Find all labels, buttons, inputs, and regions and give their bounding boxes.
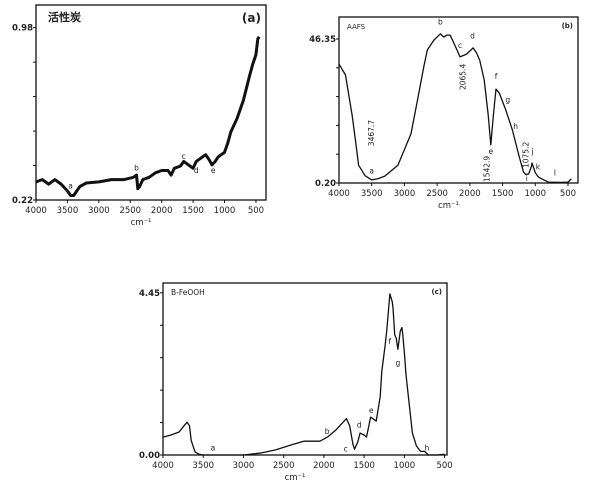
peak-label: h <box>425 444 430 453</box>
peak-label: g <box>505 95 510 104</box>
peak-label: c <box>458 41 462 50</box>
chart-a-activated-carbon: 4000 3500 3000 2500 2000 1500 1000 500 0.22 0.98 c… <box>12 4 267 228</box>
x-tick-label: 3000 <box>88 206 110 216</box>
x-tick-label: 500 <box>248 206 264 216</box>
chart-title: B-FeOOH <box>171 288 205 297</box>
spectrum-line <box>338 33 572 184</box>
panel-label: (c) <box>431 288 442 296</box>
panel-label: (b) <box>562 22 573 30</box>
x-tick-label: 2000 <box>151 206 173 216</box>
x-tick-label: 1500 <box>353 461 375 471</box>
peak-label: c <box>344 444 348 453</box>
peak-label: a <box>211 444 216 453</box>
chart-b-aafs: 4000 3500 3000 2500 2000 1500 1000 500 0.20 46.35… <box>309 16 579 211</box>
x-tick-label: 500 <box>436 461 452 471</box>
panel-label: (a) <box>242 11 261 25</box>
x-axis-label: cm⁻¹ <box>438 201 459 211</box>
x-tick-label: 2500 <box>273 461 295 471</box>
x-tick-label: 4000 <box>328 189 350 199</box>
chart-title: AAFS <box>347 23 366 31</box>
y-tick-label: 0.98 <box>12 24 33 34</box>
plot-frame <box>338 16 579 184</box>
spectrum-line <box>162 293 445 456</box>
x-tick-label: 1500 <box>492 189 514 199</box>
x-tick-label: 4000 <box>152 461 174 471</box>
peak-label: h <box>513 122 518 131</box>
peak-label: g <box>396 359 401 368</box>
y-tick-label: 4.45 <box>139 289 160 299</box>
x-axis-label: cm⁻¹ <box>131 218 152 228</box>
peak-label: d <box>357 421 362 430</box>
y-tick-label: 0.00 <box>139 451 160 461</box>
x-tick-label: 2000 <box>313 461 335 471</box>
spectrum-line <box>35 35 261 197</box>
plot-frame <box>162 282 448 456</box>
peak-label: e <box>369 406 374 415</box>
peak-label: b <box>134 164 139 173</box>
peak-label: b <box>438 17 443 26</box>
wavenumber-label: 3467.7 <box>367 120 376 146</box>
peak-label: a <box>68 182 73 191</box>
peak-label: e <box>211 166 216 175</box>
wavenumber-label: 1075.2 <box>522 142 531 168</box>
x-tick-label: 1000 <box>214 206 236 216</box>
peak-label: f <box>495 72 498 81</box>
x-tick-label: 2000 <box>459 189 481 199</box>
peak-label: j <box>531 147 534 156</box>
x-tick-label: 1000 <box>394 461 416 471</box>
peak-label: e <box>488 147 493 156</box>
wavenumber-label: 2065.4 <box>459 64 468 90</box>
x-tick-label: 2500 <box>119 206 141 216</box>
plot-frame <box>35 4 267 201</box>
x-tick-label: 3500 <box>57 206 79 216</box>
peak-label: d <box>470 32 475 41</box>
chart-c-b-feooh: 4000 3500 3000 2500 2000 1500 1000 500 0.00 4.45 c… <box>139 282 453 483</box>
peak-label: i <box>526 174 528 183</box>
peak-label: a <box>369 167 374 176</box>
wavenumber-label: 1542.9 <box>482 156 491 182</box>
peak-label: c <box>182 152 186 161</box>
x-tick-label: 3500 <box>192 461 214 471</box>
y-tick-label: 46.35 <box>309 35 336 45</box>
peak-label: d <box>194 166 199 175</box>
peak-label: k <box>536 163 541 172</box>
y-tick-label: 0.22 <box>12 196 33 206</box>
x-tick-label: 3500 <box>361 189 383 199</box>
peak-label: l <box>554 169 556 178</box>
x-tick-label: 500 <box>560 189 576 199</box>
x-axis-label: cm⁻¹ <box>285 473 306 483</box>
peak-label: f <box>389 337 392 346</box>
y-tick-label: 0.20 <box>315 179 336 189</box>
peak-label: b <box>325 427 330 436</box>
chart-title: 活性炭 <box>48 10 81 24</box>
x-tick-label: 3000 <box>394 189 416 199</box>
x-tick-label: 2500 <box>426 189 448 199</box>
x-tick-label: 4000 <box>25 206 47 216</box>
x-tick-label: 3000 <box>233 461 255 471</box>
x-tick-label: 1000 <box>524 189 546 199</box>
x-tick-label: 1500 <box>182 206 204 216</box>
